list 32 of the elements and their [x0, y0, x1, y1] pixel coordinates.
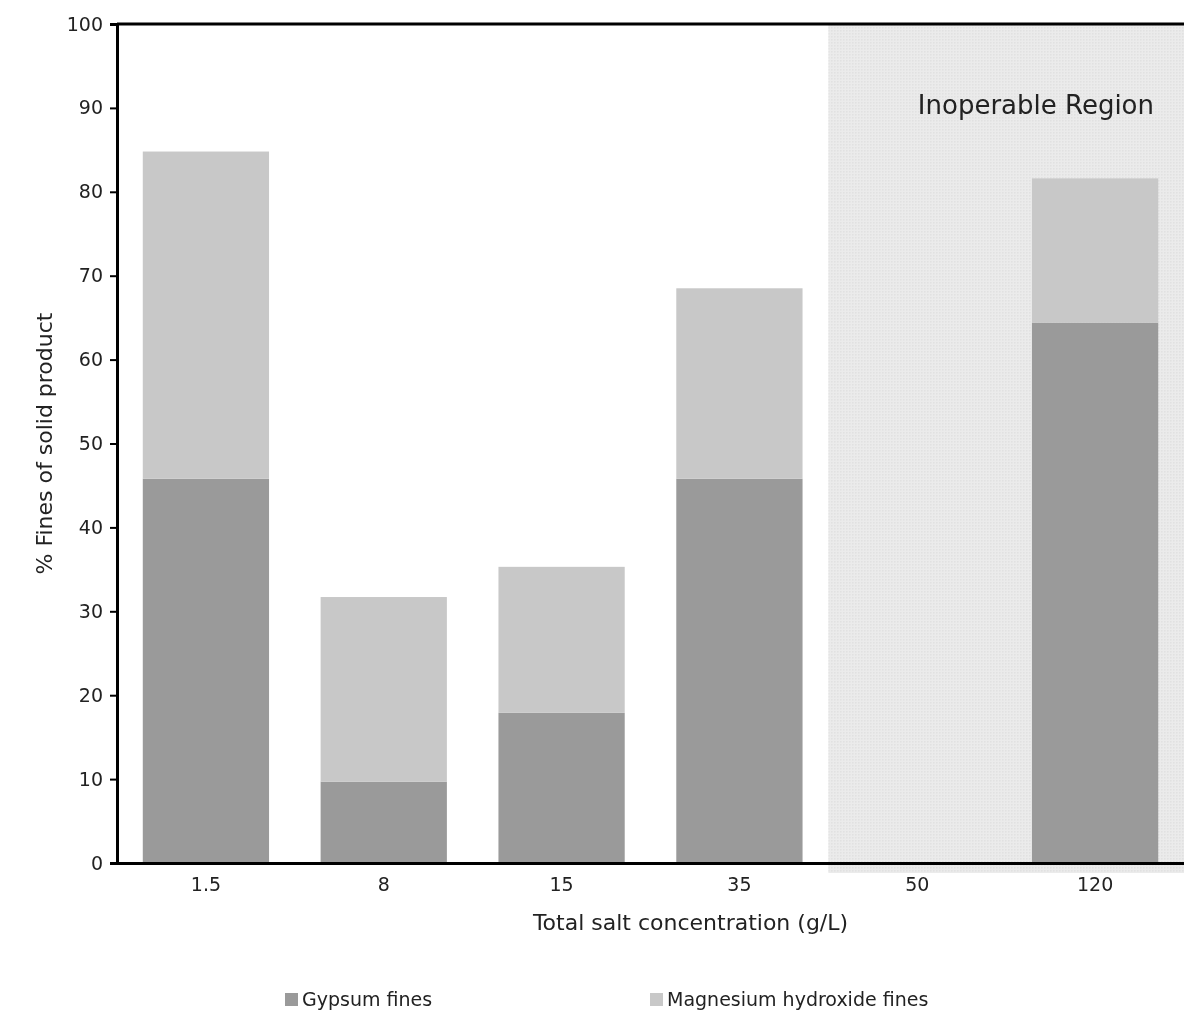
y-tick-label: 100 [66, 12, 103, 35]
y-tick-label: 10 [78, 767, 103, 790]
x-tick-label: 15 [549, 873, 574, 895]
x-axis-title: Total salt concentration (g/L) [531, 910, 849, 935]
legend-label: Gypsum fines [302, 988, 433, 1010]
x-tick-label: 35 [727, 873, 752, 895]
bar [1031, 322, 1159, 863]
y-tick-label: 80 [78, 180, 103, 203]
bar [1031, 178, 1159, 323]
y-tick-label: 50 [78, 432, 103, 455]
y-axis-title: % Fines of solid product [32, 312, 57, 575]
y-tick-label: 40 [78, 515, 103, 538]
y-tick-label: 30 [78, 599, 103, 622]
x-tick-label: 8 [377, 873, 390, 895]
bar [676, 288, 803, 479]
y-tick-label: 90 [78, 96, 103, 119]
bar [142, 151, 270, 479]
y-tick-label: 0 [90, 851, 103, 874]
bar [676, 478, 803, 863]
x-tick-label: 1.5 [190, 873, 222, 895]
y-tick-label: 20 [78, 683, 103, 706]
bar [320, 597, 447, 782]
band-label: Inoperable Region [917, 90, 1154, 120]
x-tick-label: 120 [1076, 873, 1114, 895]
bar [320, 781, 447, 863]
legend-label: Magnesium hydroxide fines [667, 988, 929, 1010]
y-tick-label: 70 [78, 264, 103, 287]
x-tick-label: 50 [905, 873, 930, 895]
bar [142, 478, 270, 863]
y-tick-label: 60 [78, 348, 103, 371]
bar [498, 566, 625, 713]
bar [498, 712, 625, 863]
